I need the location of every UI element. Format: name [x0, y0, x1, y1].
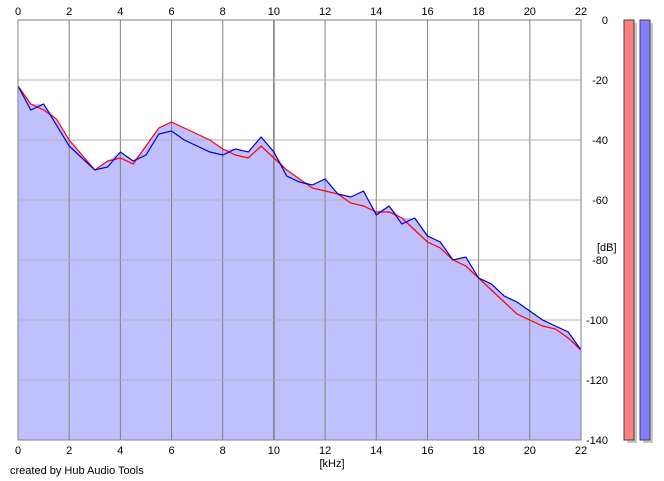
x-tick-label-bottom: 22: [575, 445, 587, 457]
y-tick-label: -80: [592, 255, 608, 267]
series-line-1: [17, 85, 582, 351]
spectrum-fill: [18, 86, 581, 440]
x-tick-label-top: 2: [66, 6, 72, 18]
x-tick-label-bottom: 20: [524, 445, 536, 457]
y-tick-label: -20: [592, 75, 608, 87]
x-tick-label-bottom: 12: [319, 445, 331, 457]
x-tick-label-bottom: 8: [220, 445, 226, 457]
x-tick-label-top: 6: [168, 6, 174, 18]
y-tick-label: -100: [586, 315, 608, 327]
x-tick-label-top: 20: [524, 6, 536, 18]
x-tick-label-bottom: 4: [117, 445, 123, 457]
y-tick-label: -140: [586, 435, 608, 447]
x-tick-label-bottom: 16: [421, 445, 433, 457]
x-tick-label-bottom: 18: [473, 445, 485, 457]
series-lines: [17, 85, 582, 351]
y-tick-label: -120: [586, 375, 608, 387]
x-tick-label-top: 16: [421, 6, 433, 18]
level-meter-1: [623, 19, 635, 441]
x-tick-label-bottom: 14: [370, 445, 382, 457]
x-tick-label-bottom: 6: [168, 445, 174, 457]
credit-text: created by Hub Audio Tools: [10, 465, 144, 477]
y-axis-label: [dB]: [597, 242, 617, 254]
spectrum-area: [18, 86, 581, 440]
y-tick-label: -40: [592, 135, 608, 147]
plot-frame: [17, 19, 582, 441]
y-tick-labels: 0 -20 -40 -60 -80 -100 -120 -140: [586, 15, 608, 447]
x-tick-label-bottom: 10: [268, 445, 280, 457]
series-line-2: [17, 85, 582, 351]
x-tick-label-top: 10: [268, 6, 280, 18]
x-tick-label-top: 22: [575, 6, 587, 18]
level-meters: [623, 19, 653, 443]
x-tick-label-top: 8: [220, 6, 226, 18]
x-tick-label-top: 12: [319, 6, 331, 18]
x-axis-label: [kHz]: [319, 458, 344, 470]
x-tick-labels-top: 0 2 4 6 8 10 12 14 16 18 20 22: [15, 6, 587, 18]
x-tick-labels-bottom: 0 2 4 6 8 10 12 14 16 18 20 22: [15, 445, 587, 457]
x-tick-label-top: 18: [473, 6, 485, 18]
x-tick-label-top: 14: [370, 6, 382, 18]
x-tick-label-bottom: 2: [66, 445, 72, 457]
x-tick-label-bottom: 0: [15, 445, 21, 457]
y-tick-label: -60: [592, 195, 608, 207]
y-tick-label: 0: [602, 15, 608, 27]
x-tick-label-top: 4: [117, 6, 123, 18]
level-meter-2: [639, 19, 651, 441]
x-tick-label-top: 0: [15, 6, 21, 18]
